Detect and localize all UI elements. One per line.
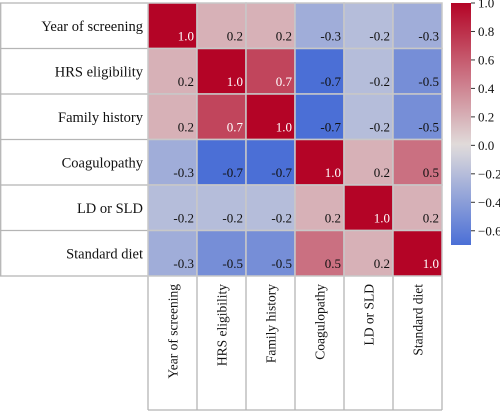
row-label: Standard diet xyxy=(66,246,143,262)
cell-value-label: -0.5 xyxy=(418,120,439,135)
cell-value-label: -0.3 xyxy=(320,29,341,44)
cell-value-label: -0.2 xyxy=(369,74,390,89)
cell-value-label: 0.5 xyxy=(423,165,439,180)
cell-value-label: 1.0 xyxy=(178,29,194,44)
heatmap-cells: 1.0 0.2 0.2 -0.3 -0.2 -0.3 0.2 1.0 0.7 -0.7 -0.2 -0… xyxy=(147,2,443,277)
cell-value-label: -0.2 xyxy=(369,29,390,44)
colorbar-tick-label: 0.4 xyxy=(478,81,495,96)
colorbar-tick-label: 0.0 xyxy=(478,138,494,153)
heatmap-cell xyxy=(392,93,443,141)
colorbar-tick-label: 0.2 xyxy=(478,109,494,124)
cell-value-label: 1.0 xyxy=(276,120,292,135)
column-label: Year of screening xyxy=(166,284,181,379)
row-label: Coagulopathy xyxy=(62,155,144,171)
cell-value-label: -0.2 xyxy=(173,211,194,226)
colorbar-gradient xyxy=(451,3,471,245)
heatmap-cell xyxy=(343,2,394,50)
cell-value-label: -0.2 xyxy=(369,120,390,135)
column-label: LD or SLD xyxy=(362,284,377,346)
cell-value-label: 1.0 xyxy=(325,165,341,180)
cell-value-label: -0.3 xyxy=(418,29,439,44)
heatmap-cell xyxy=(294,138,345,186)
cell-value-label: 0.2 xyxy=(178,120,194,135)
label-grid xyxy=(0,2,443,411)
cell-value-label: 0.2 xyxy=(325,211,341,226)
row-label: Year of screening xyxy=(41,19,143,35)
colorbar: 1.0 0.8 0.6 0.4 0.2 0.0 −0.2 −0.4 −0.6 xyxy=(451,0,500,245)
colorbar-tick-label: −0.2 xyxy=(478,166,500,181)
heatmap-cell xyxy=(294,229,345,277)
heatmap-cell xyxy=(343,138,394,186)
cell-value-label: 1.0 xyxy=(227,74,243,89)
cell-value-label: 1.0 xyxy=(423,256,439,271)
cell-value-label: -0.3 xyxy=(173,256,194,271)
heatmap-cell xyxy=(245,93,296,141)
cell-value-label: -0.5 xyxy=(222,256,243,271)
heatmap-cell xyxy=(343,47,394,95)
column-label: Family history xyxy=(264,284,279,363)
colorbar-tick-label: 0.6 xyxy=(478,52,495,67)
cell-value-label: 0.2 xyxy=(276,29,292,44)
heatmap-cell xyxy=(392,138,443,186)
cell-value-label: -0.2 xyxy=(271,211,292,226)
row-labels: Year of screening HRS eligibility Family h… xyxy=(41,19,143,263)
heatmap-cell xyxy=(196,138,247,186)
cell-value-label: -0.5 xyxy=(418,74,439,89)
cell-value-label: -0.7 xyxy=(222,165,243,180)
heatmap-cell xyxy=(245,47,296,95)
cell-value-label: -0.7 xyxy=(320,120,341,135)
row-label: Family history xyxy=(58,110,144,126)
heatmap-cell xyxy=(196,229,247,277)
cell-value-label: 0.2 xyxy=(227,29,243,44)
cell-value-label: 1.0 xyxy=(374,211,390,226)
colorbar-tick-label: −0.4 xyxy=(478,195,500,210)
heatmap-cell xyxy=(392,47,443,95)
cell-value-label: -0.7 xyxy=(271,165,292,180)
cell-value-label: 0.7 xyxy=(276,74,293,89)
colorbar-tick-label: −0.6 xyxy=(478,223,500,238)
heatmap-cell xyxy=(294,47,345,95)
cell-value-label: -0.5 xyxy=(271,256,292,271)
heatmap-cell xyxy=(294,93,345,141)
column-label: Standard diet xyxy=(411,284,426,356)
cell-value-label: 0.2 xyxy=(178,74,194,89)
heatmap-cell xyxy=(392,229,443,277)
heatmap-cell xyxy=(392,2,443,50)
row-label: HRS eligibility xyxy=(55,64,144,80)
cell-value-label: 0.2 xyxy=(374,165,390,180)
cell-value-label: 0.5 xyxy=(325,256,341,271)
cell-value-label: -0.3 xyxy=(173,165,194,180)
cell-value-label: 0.2 xyxy=(374,256,390,271)
column-labels: Year of screening HRS eligibility Family h… xyxy=(166,284,426,379)
cell-value-label: -0.7 xyxy=(320,74,341,89)
heatmap-cell xyxy=(196,93,247,141)
heatmap-cell xyxy=(147,93,198,141)
cell-value-label: 0.7 xyxy=(227,120,244,135)
heatmap-cell xyxy=(245,138,296,186)
cell-value-label: 0.2 xyxy=(423,211,439,226)
column-label: Coagulopathy xyxy=(313,284,328,360)
colorbar-tick-label: 1.0 xyxy=(478,0,494,11)
column-label: HRS eligibility xyxy=(215,284,230,366)
heatmap-cell xyxy=(245,184,296,232)
row-label: LD or SLD xyxy=(77,201,143,217)
heatmap-cell xyxy=(147,47,198,95)
cell-value-label: -0.2 xyxy=(222,211,243,226)
colorbar-tick-label: 0.8 xyxy=(478,24,494,39)
